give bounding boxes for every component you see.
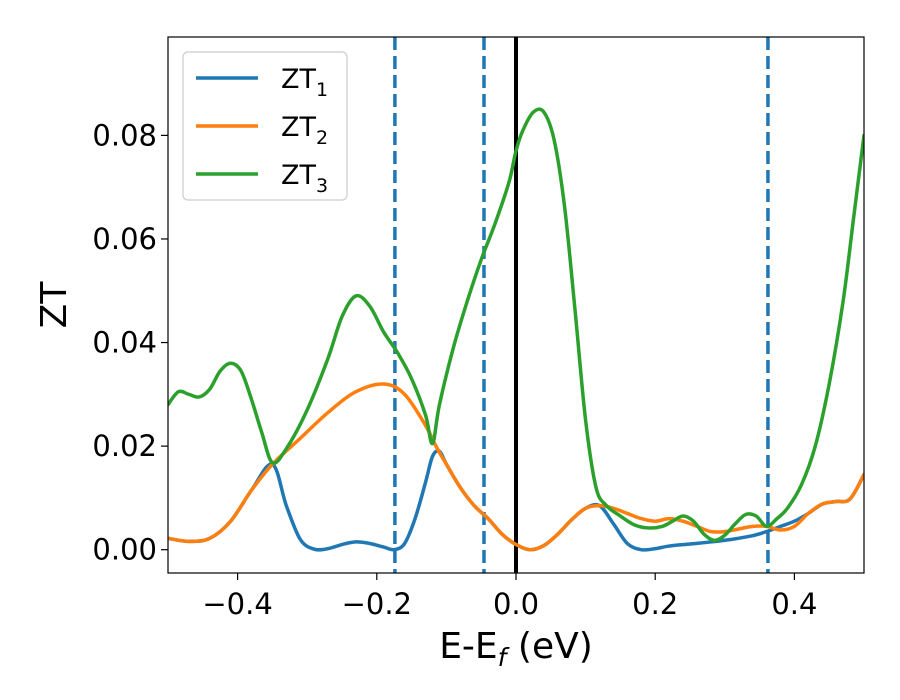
y-axis-title: ZT: [34, 281, 75, 329]
series-line-zt3: [168, 107, 864, 543]
y-tick-label: 0.08: [92, 118, 157, 152]
x-tick-label: −0.4: [202, 587, 272, 621]
x-tick-label: −0.2: [342, 587, 412, 621]
x-tick-label: 0.4: [771, 587, 817, 621]
x-axis-ticks: −0.4 −0.2 0.0 0.2 0.4: [202, 573, 817, 621]
y-tick-label: 0.00: [92, 533, 157, 567]
x-tick-label: 0.2: [632, 587, 678, 621]
legend-label-zt1: ZT1: [281, 64, 328, 101]
y-tick-label: 0.02: [92, 429, 157, 463]
y-tick-label: 0.04: [92, 326, 157, 360]
legend-box: [182, 51, 348, 201]
vertical-lines: [393, 37, 770, 573]
y-axis-ticks: 0.00 0.02 0.04 0.06 0.08: [92, 118, 168, 567]
x-axis-title: E-Ef (eV): [439, 626, 593, 672]
x-axis-title-unit: (eV): [506, 626, 592, 667]
x-tick-label: 0.0: [493, 587, 539, 621]
legend-label-zt3: ZT3: [281, 160, 328, 197]
legend: ZT1 ZT2 ZT3: [182, 51, 348, 201]
legend-label-zt2: ZT2: [281, 112, 328, 149]
y-tick-label: 0.06: [92, 222, 157, 256]
series-lines: [168, 107, 864, 552]
x-axis-title-main: E-E: [439, 626, 497, 667]
